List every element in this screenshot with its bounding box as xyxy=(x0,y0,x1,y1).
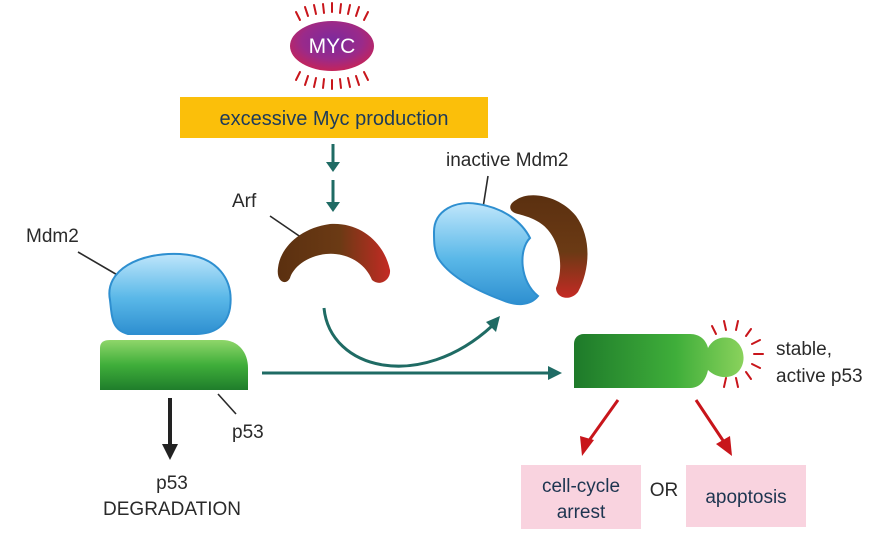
stable-label-line2: active p53 xyxy=(776,366,863,387)
main-teal-arrow xyxy=(262,366,562,380)
mdm2-label: Mdm2 xyxy=(26,226,79,247)
stable-p53-rays xyxy=(711,320,764,388)
inactive-mdm2-label: inactive Mdm2 xyxy=(446,150,569,171)
arf-label: Arf xyxy=(232,191,257,212)
arf-bound-protein xyxy=(510,195,588,298)
apoptosis-box: apoptosis xyxy=(686,465,806,527)
stable-p53-protein xyxy=(574,334,744,388)
excessive-myc-banner: excessive Myc production xyxy=(180,97,488,138)
myc-to-arf-arrows xyxy=(326,144,340,212)
arf-protein xyxy=(277,223,391,283)
cell-cycle-arrest-box: cell-cycle arrest xyxy=(521,465,641,529)
mdm2-protein xyxy=(108,252,232,335)
myc-label: MYC xyxy=(309,35,356,58)
myc-protein: MYC xyxy=(290,21,374,71)
cell-cycle-label-line1: cell-cycle xyxy=(542,476,620,497)
p53-label: p53 xyxy=(232,422,264,443)
inactive-mdm2-protein xyxy=(432,202,540,306)
curved-arf-to-inactive-arrow xyxy=(322,307,500,368)
p53-protein-bound xyxy=(100,340,248,390)
degradation-label-line1: p53 xyxy=(156,473,188,494)
cell-cycle-label-line2: arrest xyxy=(557,502,606,523)
red-arrow-cell-cycle xyxy=(580,399,620,456)
degradation-label-line2: DEGRADATION xyxy=(103,499,241,520)
p53-leader-line xyxy=(217,393,237,415)
degradation-arrow xyxy=(162,398,178,460)
banner-text: excessive Myc production xyxy=(220,108,449,130)
red-arrow-apoptosis xyxy=(694,399,732,456)
stable-label-line1: stable, xyxy=(776,339,832,360)
or-label: OR xyxy=(650,480,679,501)
myc-rays xyxy=(295,2,369,90)
apoptosis-label: apoptosis xyxy=(705,487,786,508)
